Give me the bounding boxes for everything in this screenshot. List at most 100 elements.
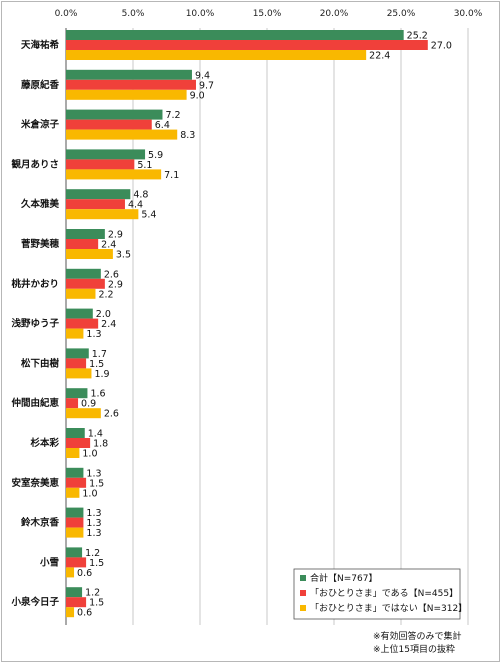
data-label: 1.0 xyxy=(82,488,97,499)
bar xyxy=(66,517,84,528)
bar xyxy=(66,288,96,299)
bar xyxy=(66,69,192,80)
data-label: 5.9 xyxy=(148,150,163,161)
data-label: 1.5 xyxy=(89,359,104,370)
data-label: 1.9 xyxy=(94,369,109,380)
data-label: 7.2 xyxy=(165,110,180,121)
bar xyxy=(66,159,135,170)
bar xyxy=(66,328,84,339)
data-label: 9.4 xyxy=(195,70,210,81)
data-label: 1.3 xyxy=(86,468,101,479)
bar xyxy=(66,527,84,538)
data-label: 1.5 xyxy=(89,478,104,489)
legend-box xyxy=(293,568,461,620)
bar xyxy=(66,149,146,160)
bar xyxy=(66,358,87,369)
category-label: 菅野美穂 xyxy=(21,238,60,250)
bar xyxy=(66,348,89,359)
category-label: 安室奈美恵 xyxy=(11,477,59,489)
bar xyxy=(66,119,152,130)
bar xyxy=(66,388,88,399)
data-label: 1.2 xyxy=(85,588,100,599)
category-label: 観月ありさ xyxy=(11,158,59,170)
bar xyxy=(66,109,163,120)
data-label: 7.1 xyxy=(164,170,179,181)
data-label: 1.6 xyxy=(90,389,105,400)
bar xyxy=(66,547,83,558)
bar xyxy=(66,209,139,220)
bar xyxy=(66,199,125,210)
x-tick-label: 15.0% xyxy=(253,9,282,19)
bar xyxy=(66,89,187,100)
data-label: 8.3 xyxy=(180,130,195,141)
bar xyxy=(66,30,404,40)
category-label: 仲間由紀恵 xyxy=(11,397,59,409)
bar xyxy=(66,487,80,498)
bar xyxy=(66,79,196,90)
bar xyxy=(66,438,91,448)
data-label: 5.1 xyxy=(137,160,152,171)
data-label: 4.4 xyxy=(128,200,143,211)
bar xyxy=(66,567,75,578)
category-label: 鈴木京香 xyxy=(21,517,60,529)
x-tick-label: 25.0% xyxy=(387,9,416,19)
footnote: ※有効回答のみで集計 xyxy=(373,630,462,642)
data-label: 1.2 xyxy=(85,548,100,559)
bar xyxy=(66,587,83,598)
data-label: 2.0 xyxy=(96,309,111,320)
legend-label: 合計【N=767】 xyxy=(310,572,377,584)
legend-label: 「おひとりさま」ではない【N=312】 xyxy=(310,603,467,614)
x-tick-label: 0.0% xyxy=(55,9,78,19)
data-label: 1.3 xyxy=(86,518,101,529)
data-label: 0.6 xyxy=(77,568,92,579)
data-label: 22.4 xyxy=(369,51,390,62)
data-label: 2.9 xyxy=(108,279,123,290)
bar xyxy=(66,169,162,180)
data-label: 1.3 xyxy=(86,528,101,539)
bar xyxy=(66,268,101,279)
category-label: 小雪 xyxy=(39,556,59,568)
data-label: 6.4 xyxy=(155,120,170,131)
bar xyxy=(66,318,99,329)
data-label: 1.5 xyxy=(89,558,104,569)
data-label: 3.5 xyxy=(116,250,131,261)
bar xyxy=(66,249,113,259)
bar xyxy=(66,40,428,50)
data-label: 5.4 xyxy=(141,210,156,221)
category-label: 松下由樹 xyxy=(21,357,60,369)
footnote: ※上位15項目の抜粋 xyxy=(373,643,455,655)
legend-swatch xyxy=(300,605,306,611)
data-label: 2.2 xyxy=(98,289,113,300)
x-tick-label: 10.0% xyxy=(186,9,215,19)
bar xyxy=(66,448,80,458)
bar xyxy=(66,398,79,409)
legend-label: 「おひとりさま」である【N=455】 xyxy=(310,588,458,599)
bar xyxy=(66,507,84,518)
category-label: 桃井かおり xyxy=(11,278,59,290)
data-label: 2.6 xyxy=(104,409,119,420)
bar xyxy=(66,408,101,419)
data-label: 2.4 xyxy=(101,240,116,251)
data-label: 25.2 xyxy=(407,31,428,42)
category-label: 浅野ゆう子 xyxy=(11,318,59,330)
data-label: 2.6 xyxy=(104,269,119,280)
category-label: 藤原紀香 xyxy=(21,79,60,91)
bar xyxy=(66,129,178,140)
data-label: 1.3 xyxy=(86,508,101,519)
bar xyxy=(66,477,87,488)
x-tick-label: 5.0% xyxy=(122,9,145,19)
data-label: 1.5 xyxy=(89,598,104,609)
data-label: 1.4 xyxy=(88,429,103,440)
legend-swatch xyxy=(300,575,306,581)
category-label: 小泉今日子 xyxy=(10,596,59,608)
bar xyxy=(66,368,92,379)
bar xyxy=(66,229,105,239)
x-tick-label: 30.0% xyxy=(454,9,483,19)
bar xyxy=(66,189,131,200)
data-label: 2.4 xyxy=(101,319,116,330)
legend-swatch xyxy=(300,590,306,596)
bar xyxy=(66,467,84,478)
category-label: 久本雅美 xyxy=(21,198,60,210)
bar xyxy=(66,308,93,319)
